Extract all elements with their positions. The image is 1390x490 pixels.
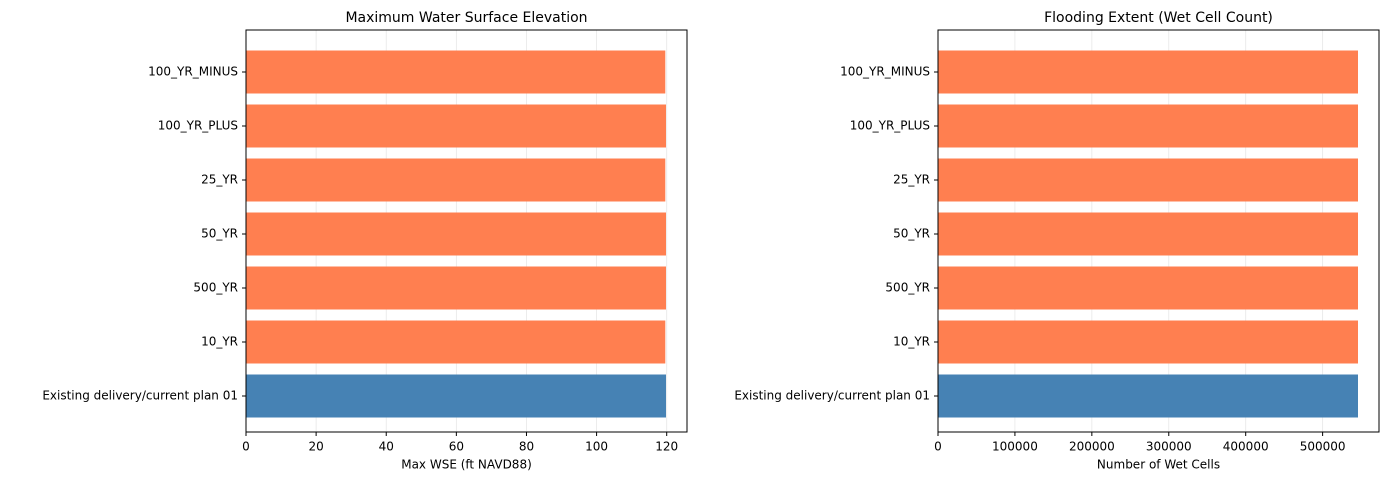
bar <box>246 104 666 148</box>
y-tick-label: 100_YR_PLUS <box>850 119 930 133</box>
x-tick-label: 200000 <box>1069 440 1115 454</box>
bar <box>938 266 1358 310</box>
x-tick-label: 20 <box>308 440 323 454</box>
x-tick-label: 300000 <box>1146 440 1192 454</box>
y-tick-label: 10_YR <box>201 335 238 349</box>
y-tick-label: 100_YR_MINUS <box>840 65 930 79</box>
y-tick-label: Existing delivery/current plan 01 <box>42 389 238 403</box>
y-tick-label: 500_YR <box>193 281 238 295</box>
axes-frame <box>937 29 1380 433</box>
chart-title: Maximum Water Surface Elevation <box>345 10 587 26</box>
x-tick-label: 0 <box>934 440 942 454</box>
y-tick-label: 10_YR <box>893 335 930 349</box>
bar <box>938 320 1358 364</box>
x-tick-label: 100000 <box>992 440 1038 454</box>
y-tick-label: 500_YR <box>885 281 930 295</box>
x-tick-label: 500000 <box>1300 440 1346 454</box>
x-tick-label: 0 <box>242 440 250 454</box>
bar <box>938 158 1358 202</box>
bar <box>938 212 1358 256</box>
x-tick-label: 40 <box>379 440 394 454</box>
y-tick-label: 50_YR <box>893 227 930 241</box>
bar <box>246 212 666 256</box>
bar <box>246 374 666 418</box>
y-tick-label: 100_YR_MINUS <box>148 65 238 79</box>
x-axis-label: Max WSE (ft NAVD88) <box>401 458 532 472</box>
x-tick-label: 60 <box>449 440 464 454</box>
bar <box>246 266 666 310</box>
x-axis-label: Number of Wet Cells <box>1097 458 1220 472</box>
x-tick-label: 120 <box>655 440 678 454</box>
y-tick-label: 25_YR <box>893 173 930 187</box>
x-tick-label: 400000 <box>1223 440 1269 454</box>
x-tick-label: 80 <box>519 440 534 454</box>
axes-frame <box>245 29 688 433</box>
x-tick-label: 100 <box>585 440 608 454</box>
bar <box>246 320 666 364</box>
bar <box>246 158 666 202</box>
bar <box>938 374 1358 418</box>
y-tick-label: Existing delivery/current plan 01 <box>734 389 930 403</box>
bar <box>938 50 1358 94</box>
bar <box>246 50 666 94</box>
y-tick-label: 100_YR_PLUS <box>158 119 238 133</box>
y-tick-label: 25_YR <box>201 173 238 187</box>
chart-title: Flooding Extent (Wet Cell Count) <box>1044 10 1273 26</box>
y-tick-label: 50_YR <box>201 227 238 241</box>
bar <box>938 104 1358 148</box>
